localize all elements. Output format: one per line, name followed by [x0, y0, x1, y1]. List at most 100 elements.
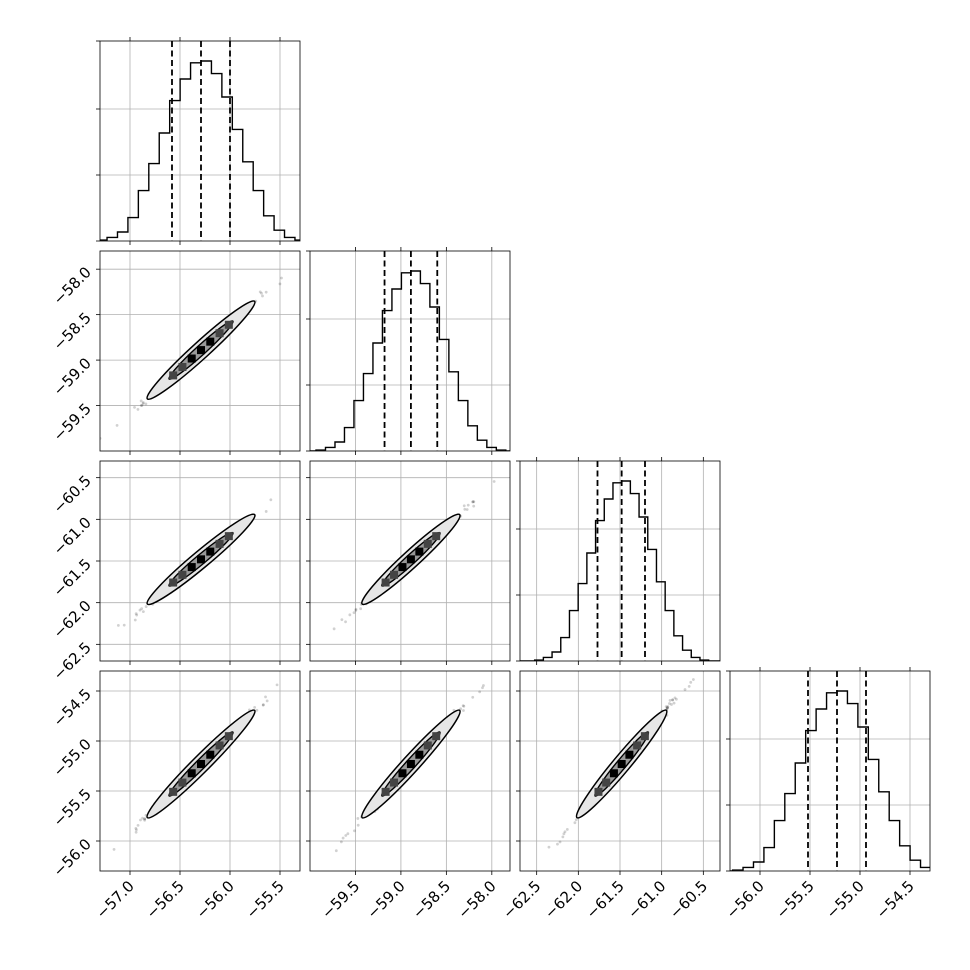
scatter-point [143, 817, 147, 821]
panel-content [100, 276, 283, 440]
density-core [206, 547, 215, 556]
scatter-point [472, 504, 476, 508]
scatter-point [141, 610, 145, 613]
panel-1-0: −59.5−59.0−58.5−58.0 [50, 250, 301, 455]
y-tick-label: −54.5 [50, 685, 95, 730]
scatter-point [666, 706, 669, 710]
scatter-point [141, 816, 144, 820]
scatter-point [348, 613, 352, 617]
scatter-point [574, 818, 578, 822]
y-tick-label: −55.5 [50, 785, 95, 830]
scatter-point [334, 849, 338, 853]
y-tick-label: −62.0 [50, 597, 95, 642]
y-tick-label: −60.5 [50, 472, 95, 517]
panel-3-2: −62.5−62.0−61.5−61.0−60.5 [499, 670, 721, 922]
scatter-point [332, 627, 336, 631]
scatter-point [134, 830, 138, 834]
scatter-point [264, 695, 267, 699]
panel-content [547, 678, 695, 849]
scatter-point [112, 847, 116, 851]
panel-0-0 [96, 37, 301, 245]
scatter-point [141, 402, 145, 405]
scatter-point [135, 613, 139, 617]
panel-1-1 [306, 247, 511, 455]
density-core [390, 778, 399, 787]
panel-content [332, 480, 496, 631]
scatter-point [140, 403, 144, 407]
y-tick-label: −56.0 [50, 835, 95, 880]
scatter-point [565, 828, 569, 831]
scatter-point [481, 686, 484, 690]
scatter-point [465, 508, 469, 511]
scatter-point [472, 500, 476, 504]
scatter-point [666, 706, 669, 709]
x-tick-label: −58.0 [454, 877, 499, 922]
scatter-point [562, 832, 566, 836]
density-core [398, 563, 407, 572]
density-core [415, 547, 424, 556]
scatter-point [683, 688, 687, 691]
scatter-point [482, 684, 485, 687]
y-tick-label: −59.5 [50, 400, 95, 445]
density-core [224, 532, 233, 541]
scatter-point [133, 618, 137, 622]
density-core [187, 769, 196, 778]
scatter-point [253, 706, 257, 709]
x-tick-label: −55.5 [773, 877, 818, 922]
x-tick-label: −59.0 [364, 877, 409, 922]
scatter-point [573, 821, 577, 825]
scatter-point [459, 707, 463, 711]
panel-content [310, 684, 485, 871]
panel-content [112, 683, 279, 851]
scatter-point [687, 684, 691, 688]
scatter-point [563, 830, 567, 834]
panel-3-0: −56.0−55.5−55.0−54.5−57.0 −56.5 −56.0 −55.5 [50, 670, 301, 922]
panel-content [116, 498, 273, 627]
density-core [215, 741, 224, 750]
density-core [224, 320, 233, 329]
scatter-point [255, 708, 259, 712]
scatter-point [492, 480, 496, 483]
x-tick-label: −61.0 [624, 877, 669, 922]
histogram [310, 270, 510, 451]
density-core [197, 346, 205, 355]
scatter-point [344, 834, 348, 837]
x-tick-label: −55.5 [243, 877, 288, 922]
density-core [406, 555, 415, 564]
x-tick-label: −61.5 [583, 877, 628, 922]
density-core [640, 732, 649, 741]
x-tick-label: −62.5 [499, 877, 544, 922]
scatter-point [134, 612, 138, 615]
density-core [432, 732, 441, 741]
scatter-point [115, 423, 119, 427]
density-core [187, 563, 196, 572]
panel-frame [99, 670, 301, 872]
density-core [197, 760, 205, 768]
y-tick-label: −59.0 [50, 354, 95, 399]
scatter-point [353, 829, 356, 833]
scatter-point [556, 842, 559, 846]
density-core [169, 578, 178, 587]
scatter-point [471, 500, 475, 504]
scatter-point [139, 399, 143, 403]
density-core [381, 578, 390, 587]
scatter-point [269, 498, 273, 502]
scatter-point [136, 824, 140, 827]
scatter-point [260, 291, 263, 295]
scatter-point [354, 609, 358, 612]
scatter-point [462, 704, 466, 708]
y-tick-label: −55.0 [50, 735, 95, 780]
density-core [432, 532, 441, 541]
scatter-point [144, 402, 148, 406]
x-tick-label: −54.5 [873, 877, 918, 922]
scatter-point [356, 823, 360, 827]
density-core [609, 769, 618, 778]
x-tick-label: −56.0 [193, 877, 238, 922]
scatter-point [339, 840, 343, 844]
scatter-point [356, 817, 360, 820]
density-core [625, 750, 634, 759]
density-core [423, 539, 432, 548]
panel-2-2 [516, 457, 721, 665]
scatter-point [671, 698, 675, 702]
